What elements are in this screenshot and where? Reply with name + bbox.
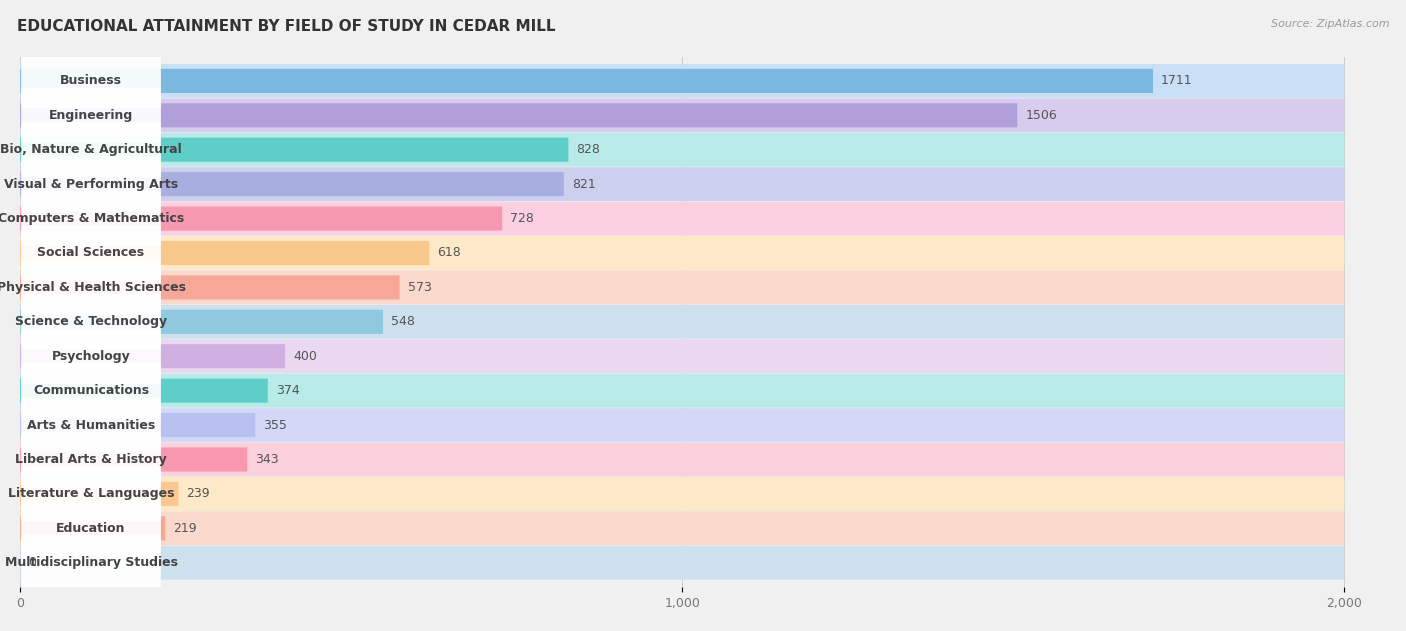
Text: 728: 728 (510, 212, 534, 225)
FancyBboxPatch shape (20, 442, 1344, 476)
Text: 400: 400 (292, 350, 316, 363)
FancyBboxPatch shape (20, 516, 165, 540)
FancyBboxPatch shape (20, 133, 1344, 167)
FancyBboxPatch shape (20, 202, 1344, 235)
Text: Communications: Communications (32, 384, 149, 397)
Text: Computers & Mathematics: Computers & Mathematics (0, 212, 184, 225)
Text: 374: 374 (276, 384, 299, 397)
Text: 0: 0 (28, 557, 37, 569)
Text: Multidisciplinary Studies: Multidisciplinary Studies (4, 557, 177, 569)
Text: 828: 828 (576, 143, 600, 156)
FancyBboxPatch shape (21, 260, 160, 315)
FancyBboxPatch shape (21, 398, 160, 452)
FancyBboxPatch shape (20, 447, 247, 471)
FancyBboxPatch shape (21, 191, 160, 246)
Text: 355: 355 (263, 418, 287, 432)
FancyBboxPatch shape (20, 512, 1344, 545)
FancyBboxPatch shape (20, 413, 256, 437)
Text: 548: 548 (391, 316, 415, 328)
FancyBboxPatch shape (21, 225, 160, 281)
Text: EDUCATIONAL ATTAINMENT BY FIELD OF STUDY IN CEDAR MILL: EDUCATIONAL ATTAINMENT BY FIELD OF STUDY… (17, 19, 555, 34)
Text: Arts & Humanities: Arts & Humanities (27, 418, 155, 432)
FancyBboxPatch shape (21, 88, 160, 143)
FancyBboxPatch shape (20, 310, 382, 334)
FancyBboxPatch shape (20, 482, 179, 506)
FancyBboxPatch shape (20, 339, 1344, 373)
FancyBboxPatch shape (20, 206, 502, 230)
FancyBboxPatch shape (20, 167, 1344, 201)
Text: Physical & Health Sciences: Physical & Health Sciences (0, 281, 186, 294)
FancyBboxPatch shape (20, 271, 1344, 304)
FancyBboxPatch shape (20, 546, 1344, 580)
FancyBboxPatch shape (20, 379, 267, 403)
FancyBboxPatch shape (20, 305, 1344, 339)
FancyBboxPatch shape (20, 64, 1344, 98)
FancyBboxPatch shape (20, 172, 564, 196)
Text: Source: ZipAtlas.com: Source: ZipAtlas.com (1271, 19, 1389, 29)
Text: Visual & Performing Arts: Visual & Performing Arts (4, 178, 179, 191)
Text: Social Sciences: Social Sciences (38, 247, 145, 259)
FancyBboxPatch shape (21, 363, 160, 418)
Text: Liberal Arts & History: Liberal Arts & History (15, 453, 167, 466)
Text: 573: 573 (408, 281, 432, 294)
FancyBboxPatch shape (21, 294, 160, 350)
Text: Education: Education (56, 522, 125, 535)
FancyBboxPatch shape (20, 344, 285, 369)
FancyBboxPatch shape (21, 466, 160, 521)
Text: 343: 343 (256, 453, 278, 466)
Text: 239: 239 (187, 487, 209, 500)
Text: Psychology: Psychology (52, 350, 131, 363)
Text: 1506: 1506 (1025, 109, 1057, 122)
FancyBboxPatch shape (20, 477, 1344, 510)
FancyBboxPatch shape (21, 54, 160, 109)
Text: 821: 821 (572, 178, 596, 191)
FancyBboxPatch shape (21, 432, 160, 487)
FancyBboxPatch shape (20, 408, 1344, 442)
FancyBboxPatch shape (20, 69, 1153, 93)
FancyBboxPatch shape (20, 374, 1344, 408)
FancyBboxPatch shape (20, 98, 1344, 132)
Text: 219: 219 (173, 522, 197, 535)
FancyBboxPatch shape (21, 535, 160, 590)
Text: 618: 618 (437, 247, 461, 259)
FancyBboxPatch shape (21, 156, 160, 211)
FancyBboxPatch shape (21, 329, 160, 384)
FancyBboxPatch shape (20, 236, 1344, 270)
Text: Engineering: Engineering (49, 109, 134, 122)
Text: 1711: 1711 (1161, 74, 1192, 87)
FancyBboxPatch shape (20, 275, 399, 300)
FancyBboxPatch shape (20, 103, 1018, 127)
FancyBboxPatch shape (21, 501, 160, 556)
Text: Business: Business (60, 74, 122, 87)
Text: Bio, Nature & Agricultural: Bio, Nature & Agricultural (0, 143, 181, 156)
Text: Literature & Languages: Literature & Languages (8, 487, 174, 500)
FancyBboxPatch shape (20, 241, 429, 265)
FancyBboxPatch shape (21, 122, 160, 177)
FancyBboxPatch shape (20, 138, 568, 162)
Text: Science & Technology: Science & Technology (15, 316, 167, 328)
